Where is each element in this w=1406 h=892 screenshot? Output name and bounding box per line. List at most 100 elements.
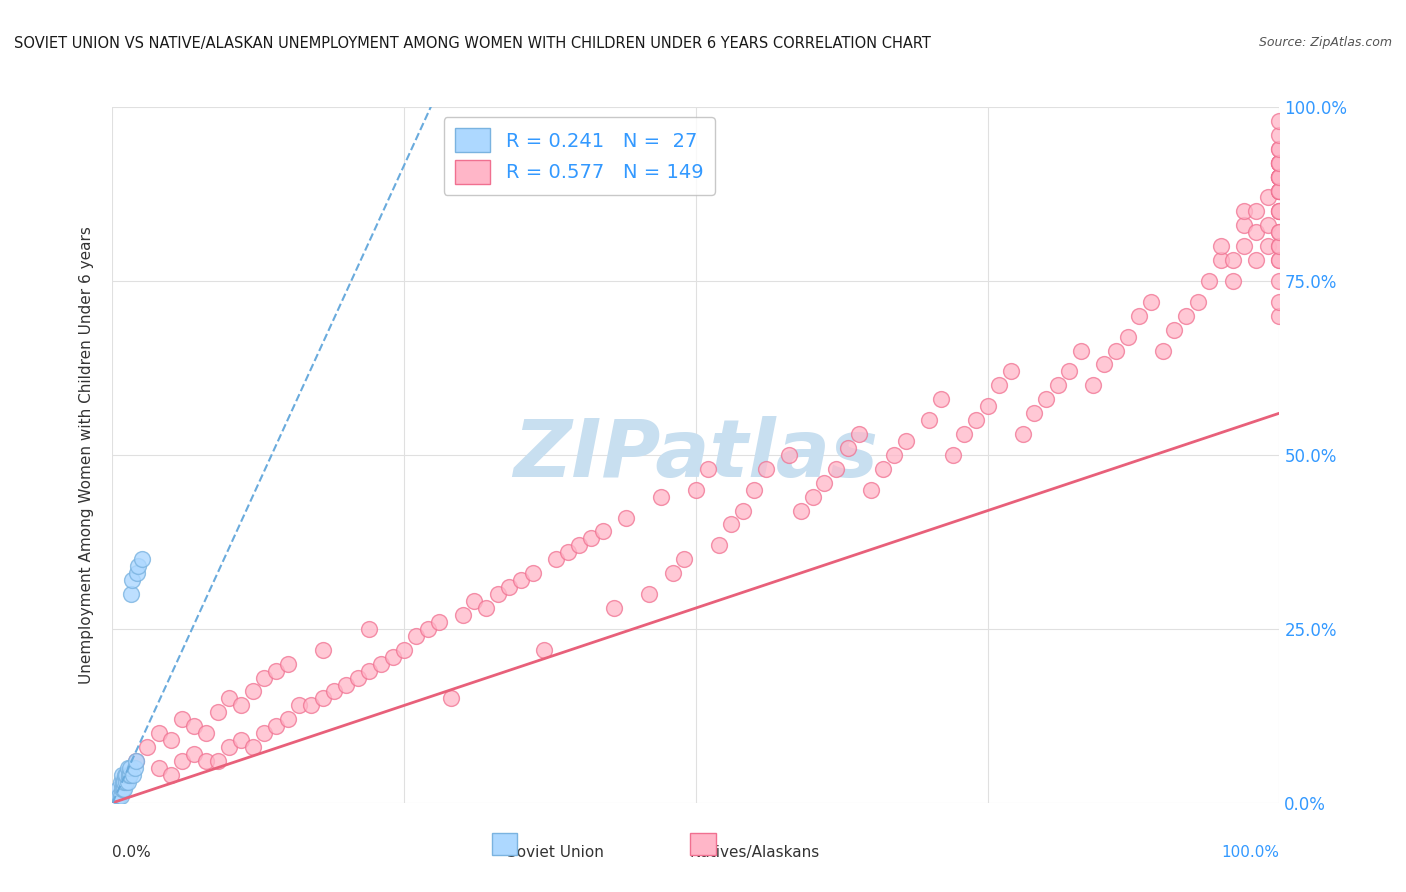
Point (463, 594, 485, 608)
Point (1268, 204, 1291, 219)
Point (111, 775, 134, 789)
Point (194, 726, 217, 740)
Point (1268, 184, 1291, 198)
Point (125, 754, 148, 768)
Point (264, 719, 287, 733)
Point (1140, 294, 1163, 309)
Point (359, 622, 381, 636)
Point (1268, 184, 1291, 198)
Point (370, 657, 392, 671)
Point (108, 789, 131, 803)
Point (1209, 253, 1232, 268)
Point (1268, 155, 1291, 169)
Point (264, 664, 287, 678)
Point (1116, 329, 1139, 343)
Point (825, 462, 848, 476)
Point (207, 754, 229, 768)
Point (172, 754, 194, 768)
Point (1244, 253, 1267, 268)
Point (346, 671, 368, 685)
Point (183, 747, 205, 761)
Point (111, 781, 134, 796)
Point (592, 524, 614, 539)
Point (323, 684, 346, 698)
Point (253, 726, 276, 740)
Point (1244, 225, 1267, 239)
Point (1268, 204, 1291, 219)
Point (131, 552, 153, 566)
Point (638, 587, 661, 601)
Point (1198, 274, 1220, 288)
Point (160, 733, 183, 747)
Point (1268, 253, 1291, 268)
Point (1257, 219, 1279, 233)
Point (1233, 204, 1256, 219)
Point (242, 740, 264, 755)
Point (673, 552, 696, 566)
Point (381, 649, 404, 664)
Legend: R = 0.241   N =  27, R = 0.577   N = 149: R = 0.241 N = 27, R = 0.577 N = 149 (443, 117, 716, 195)
Point (1152, 343, 1174, 358)
Point (685, 483, 707, 497)
Point (557, 545, 579, 559)
Point (416, 622, 439, 636)
Point (172, 712, 194, 726)
Point (276, 657, 298, 671)
Point (1268, 114, 1291, 128)
Point (837, 441, 859, 455)
Point (1105, 343, 1128, 358)
Point (125, 754, 148, 768)
Point (114, 768, 136, 782)
Point (860, 483, 883, 497)
Point (394, 642, 416, 657)
Point (124, 761, 146, 775)
Point (1268, 169, 1291, 184)
Point (942, 448, 965, 462)
Text: 0.0%: 0.0% (112, 845, 152, 860)
Point (475, 601, 498, 615)
Point (486, 587, 509, 601)
Point (1268, 155, 1291, 169)
Point (1128, 309, 1150, 323)
Point (311, 642, 333, 657)
Point (311, 691, 333, 706)
Point (112, 775, 135, 789)
Point (1035, 392, 1057, 407)
Point (121, 573, 143, 587)
Point (1094, 358, 1116, 372)
Point (509, 573, 531, 587)
Point (1175, 309, 1198, 323)
Point (1268, 239, 1291, 253)
Point (1046, 378, 1069, 392)
Point (1268, 142, 1291, 156)
Point (405, 629, 427, 643)
Point (755, 462, 778, 476)
Point (1233, 219, 1256, 233)
Point (533, 642, 555, 657)
Point (1268, 128, 1291, 142)
Point (1268, 155, 1291, 169)
Point (1163, 323, 1185, 337)
Point (1268, 225, 1291, 239)
Point (160, 768, 183, 782)
Point (953, 427, 976, 442)
Point (965, 413, 987, 427)
Point (218, 740, 240, 755)
Point (183, 719, 205, 733)
Point (696, 462, 718, 476)
Point (894, 434, 917, 448)
Point (115, 775, 138, 789)
Point (568, 538, 591, 552)
Point (801, 490, 824, 504)
Point (498, 580, 520, 594)
Point (614, 510, 637, 524)
Point (111, 768, 134, 782)
Point (440, 691, 463, 706)
Point (242, 684, 264, 698)
Point (1268, 253, 1291, 268)
Point (112, 781, 135, 796)
Y-axis label: Unemployment Among Women with Children Under 6 years: Unemployment Among Women with Children U… (79, 226, 94, 684)
Point (661, 566, 683, 581)
Point (117, 761, 139, 775)
Point (118, 768, 141, 782)
